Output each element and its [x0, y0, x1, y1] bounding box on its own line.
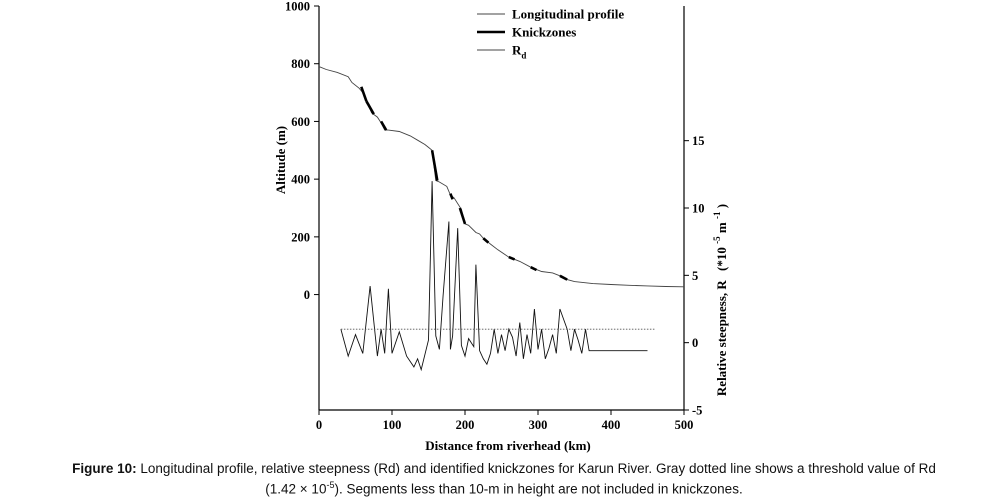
knickzone-segment	[449, 193, 454, 200]
caption-line-2: (1.42 × 10-5). Segments less than 10-m i…	[0, 477, 1008, 498]
left-axis-ticks: 0 200 400 600 800 1000	[285, 0, 319, 302]
chart-axes	[318, 6, 685, 411]
rd-line	[340, 181, 648, 372]
x-tick-label: 500	[675, 418, 694, 432]
x-tick-label: 100	[383, 418, 402, 432]
right-tick-label: 15	[692, 134, 705, 148]
left-tick-label: 1000	[285, 0, 310, 14]
x-tick-label: 400	[602, 418, 621, 432]
caption-text-1: Longitudinal profile, relative steepness…	[136, 461, 936, 476]
legend-label: Knickzones	[512, 25, 576, 40]
caption-text-2a: (1.42 × 10	[265, 481, 327, 497]
left-tick-label: 0	[304, 288, 310, 302]
x-tick-label: 0	[316, 418, 322, 432]
right-axis-label-unit: (*10	[714, 247, 729, 271]
caption-line-1: Figure 10: Longitudinal profile, relativ…	[0, 460, 1008, 477]
right-tick-label: -5	[692, 404, 702, 418]
left-tick-label: 200	[291, 230, 310, 244]
legend-label-subscript: d	[521, 51, 526, 61]
plot-area	[318, 66, 685, 372]
right-axis-label-exp2: -1	[712, 211, 722, 219]
left-tick-label: 600	[291, 115, 310, 129]
knickzone-segment	[379, 120, 388, 131]
knickzone-segment	[508, 255, 516, 261]
x-tick-label: 300	[529, 418, 548, 432]
right-tick-label: 5	[692, 269, 698, 283]
left-axis-label: Altitude (m)	[273, 126, 288, 194]
legend: Longitudinal profile Knickzones Rd	[477, 7, 624, 61]
right-axis-ticks: -5 0 5 10 15	[684, 134, 705, 418]
x-axis-ticks: 0 100 200 300 400 500	[316, 410, 694, 432]
right-axis-label-close: )	[714, 204, 729, 208]
profile-line	[318, 66, 685, 288]
knickzone-segment	[458, 207, 467, 225]
caption-text-2b: ). Segments less than 10-m in height are…	[334, 481, 743, 497]
legend-label: Rd	[512, 43, 526, 61]
right-tick-label: 0	[692, 336, 698, 350]
x-tick-label: 200	[456, 418, 475, 432]
caption-exponent: -5	[326, 480, 335, 490]
knickzone-segment	[559, 274, 568, 281]
left-tick-label: 800	[291, 57, 310, 71]
knickzone-chart: 0 200 400 600 800 1000 -5 0 5 10 15 0 100 200 300 400…	[273, 0, 729, 453]
figure-caption: Figure 10: Longitudinal profile, relativ…	[0, 460, 1008, 498]
right-axis-label-exp: -5	[712, 236, 722, 244]
right-axis-label-suffix: m	[714, 222, 729, 233]
right-tick-label: 10	[692, 202, 705, 216]
right-axis-label: Relative steepness, R (*10 -5 m -1 )	[708, 204, 729, 396]
right-axis-label-prefix: Relative steepness, R	[714, 280, 729, 397]
caption-label: Figure 10:	[72, 461, 137, 476]
knickzone-segment	[530, 266, 538, 272]
legend-label: Longitudinal profile	[512, 7, 624, 22]
knickzone-segment	[482, 237, 490, 244]
left-tick-label: 400	[291, 173, 310, 187]
x-axis-label: Distance from riverhead (km)	[425, 438, 590, 453]
knickzone-segment	[360, 86, 368, 102]
knickzone-segment	[430, 150, 439, 181]
knickzone-segment	[365, 100, 375, 115]
